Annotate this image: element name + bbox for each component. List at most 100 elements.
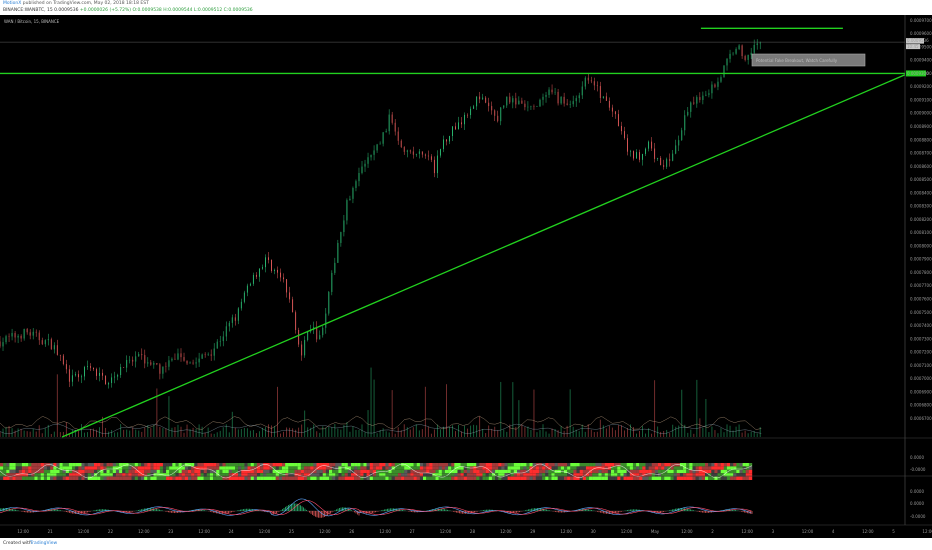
volume-bar [174, 427, 176, 437]
heatmap-cell [97, 469, 101, 474]
histogram-bar [513, 511, 514, 514]
heatmap-cell [0, 476, 4, 480]
histogram-bar [585, 509, 586, 511]
heatmap-cell [604, 476, 609, 480]
heatmap-cell [62, 473, 66, 477]
heatmap-cell [745, 466, 750, 470]
annotation-box[interactable] [751, 53, 866, 67]
heatmap-cell [626, 466, 630, 470]
heatmap-cell [748, 466, 753, 470]
volume-bar [201, 426, 203, 437]
volume-bar [536, 432, 538, 437]
heatmap-cell [504, 466, 508, 470]
candle [84, 367, 85, 377]
heatmap-cell [56, 469, 60, 474]
heatmap-cell [429, 466, 433, 470]
open-value: 0.0009536 [54, 8, 79, 13]
author-link[interactable]: MotionX [3, 1, 22, 6]
heatmap-cell [585, 469, 590, 474]
heatmap-cell [576, 469, 580, 474]
histogram-bar [372, 511, 373, 513]
heatmap-cell [401, 463, 405, 467]
trendlines[interactable] [0, 27, 906, 438]
heatmap-cell [460, 469, 464, 474]
heatmap-cell [507, 469, 511, 474]
histogram-bar [358, 511, 360, 516]
volume-bar [675, 426, 677, 437]
heatmap-cell [150, 469, 154, 474]
candle [735, 49, 737, 54]
heatmap-cell [112, 476, 117, 480]
heatmap-cell [573, 473, 577, 477]
heatmap-cell [407, 466, 411, 470]
heatmap-cell [645, 469, 649, 474]
volume-bar [614, 430, 616, 437]
candle [636, 152, 637, 159]
heatmap-cell [6, 473, 10, 477]
heatmap-cell [517, 473, 521, 477]
heatmap-cell [432, 466, 436, 470]
candle [599, 86, 601, 98]
panel-tick-label: 0.0000 [910, 489, 924, 494]
candle [231, 317, 233, 323]
volume-bar [663, 430, 665, 437]
heatmap-cell [106, 469, 110, 474]
heatmap-cell [191, 473, 195, 477]
heatmap-cell [507, 463, 511, 467]
heatmap-cell [397, 473, 402, 477]
heatmap-cell [611, 463, 615, 467]
heatmap-cell [670, 466, 674, 470]
heatmap-cell [376, 473, 380, 477]
histogram-bar [435, 508, 436, 511]
heatmap-cell [141, 466, 145, 470]
candle [750, 52, 752, 55]
heatmap-cell [523, 469, 527, 474]
heatmap-cell [604, 473, 609, 477]
heatmap-cell [43, 466, 48, 470]
volume-bar [433, 429, 435, 437]
heatmap-cell [460, 466, 464, 470]
heatmap-cell [238, 473, 242, 477]
heatmap-cell [717, 463, 721, 467]
heatmap-cell [711, 469, 715, 474]
heatmap-cell [491, 469, 496, 474]
heatmap-cell [84, 476, 88, 480]
heatmap-cell [382, 473, 386, 477]
histogram-bar [475, 511, 477, 512]
volume-bar [678, 425, 680, 437]
heatmap-cell [181, 469, 186, 474]
heatmap-cell [592, 476, 596, 480]
heatmap-cell [94, 466, 98, 470]
histogram-bar [516, 511, 517, 513]
heatmap-cell [325, 466, 330, 470]
candle [726, 58, 728, 66]
histogram-bar [390, 508, 391, 511]
heatmap-cell [611, 469, 615, 474]
histogram-bar [489, 509, 490, 511]
candle [732, 53, 734, 55]
heatmap-cell [413, 473, 417, 477]
heatmap-cell [705, 463, 709, 467]
histogram-bar [120, 511, 121, 513]
volume-bar [485, 433, 487, 437]
histogram-bar [298, 504, 300, 511]
heatmap-cell [366, 476, 370, 480]
heatmap-cell [172, 476, 176, 480]
candle [262, 267, 263, 269]
y-tick-label: 0.0006800 [910, 403, 932, 408]
candle [473, 106, 475, 109]
y-tick-label: 0.0009500 [910, 44, 932, 49]
heatmap-cell [0, 463, 4, 467]
volume-bar [430, 433, 432, 437]
heatmap-cell [670, 476, 674, 480]
heatmap-cell [423, 463, 427, 467]
volume-bar [620, 425, 622, 437]
tradingview-logo[interactable]: TradingView [30, 541, 58, 546]
candle [74, 374, 76, 376]
candle [527, 106, 529, 108]
heatmap-cell [379, 476, 383, 480]
heatmap-cell [432, 476, 436, 480]
heatmap-cell [78, 469, 82, 474]
price-chart[interactable]: 0.00097000.00096000.00095000.00094000.00… [0, 15, 932, 538]
histogram-bar [222, 511, 223, 514]
